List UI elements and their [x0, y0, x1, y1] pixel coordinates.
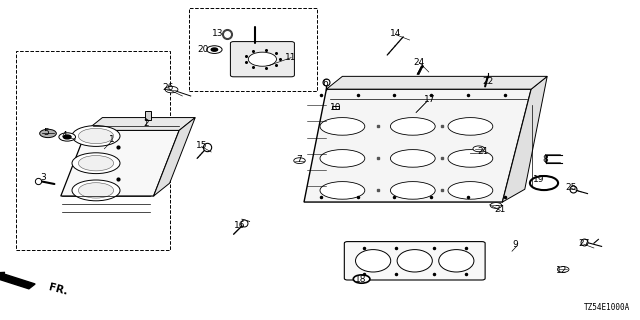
Circle shape: [557, 267, 569, 272]
Ellipse shape: [320, 181, 365, 199]
Polygon shape: [304, 89, 531, 202]
Text: 1: 1: [109, 135, 115, 144]
Text: 5: 5: [44, 128, 49, 137]
Text: 13: 13: [212, 29, 223, 38]
Polygon shape: [502, 76, 547, 202]
Ellipse shape: [79, 183, 114, 198]
Ellipse shape: [72, 180, 120, 201]
Text: 26: 26: [162, 84, 173, 92]
Polygon shape: [86, 117, 195, 130]
Ellipse shape: [356, 250, 390, 272]
FancyBboxPatch shape: [344, 242, 485, 280]
Text: 2: 2: [143, 119, 148, 128]
Polygon shape: [326, 76, 547, 89]
Circle shape: [63, 135, 71, 139]
Text: 27: 27: [578, 239, 589, 248]
Ellipse shape: [72, 125, 120, 147]
Text: 6: 6: [323, 79, 328, 88]
Bar: [332, 106, 339, 109]
Circle shape: [59, 133, 76, 141]
Text: 19: 19: [533, 175, 545, 184]
Circle shape: [165, 86, 178, 93]
Ellipse shape: [448, 149, 493, 167]
Text: 21: 21: [477, 148, 489, 156]
Text: 20: 20: [198, 45, 209, 54]
Ellipse shape: [79, 156, 114, 171]
Text: FR.: FR.: [47, 282, 68, 297]
Ellipse shape: [320, 117, 365, 135]
Text: 14: 14: [390, 29, 401, 38]
Text: 17: 17: [424, 95, 436, 104]
Bar: [16, 51, 170, 250]
Circle shape: [248, 52, 276, 66]
Circle shape: [211, 48, 218, 51]
Text: 21: 21: [495, 205, 506, 214]
Ellipse shape: [390, 117, 435, 135]
Text: 24: 24: [413, 58, 425, 67]
Polygon shape: [154, 117, 195, 196]
Circle shape: [294, 158, 305, 164]
Text: TZ54E1000A: TZ54E1000A: [584, 303, 630, 312]
Ellipse shape: [448, 181, 493, 199]
Circle shape: [40, 129, 56, 138]
Ellipse shape: [390, 181, 435, 199]
Text: 11: 11: [285, 53, 297, 62]
Ellipse shape: [320, 149, 365, 167]
Ellipse shape: [448, 117, 493, 135]
Text: 3: 3: [41, 173, 46, 182]
Circle shape: [207, 46, 222, 53]
Polygon shape: [61, 130, 179, 196]
FancyBboxPatch shape: [230, 42, 294, 77]
Circle shape: [353, 275, 370, 283]
Ellipse shape: [439, 250, 474, 272]
Text: 10: 10: [330, 103, 342, 112]
FancyArrow shape: [0, 272, 35, 289]
Text: 12: 12: [556, 266, 568, 275]
Text: 18: 18: [355, 276, 366, 284]
Bar: [189, 8, 317, 91]
Text: 4: 4: [61, 132, 67, 140]
Text: 16: 16: [234, 221, 246, 230]
Text: 22: 22: [482, 77, 493, 86]
Circle shape: [490, 203, 502, 208]
Circle shape: [473, 146, 484, 152]
Text: 15: 15: [196, 141, 207, 150]
Bar: [145, 111, 151, 120]
Ellipse shape: [390, 149, 435, 167]
Text: 9: 9: [513, 240, 518, 249]
Text: 8: 8: [543, 156, 548, 164]
Text: 25: 25: [565, 183, 577, 192]
Ellipse shape: [79, 128, 114, 144]
Ellipse shape: [397, 250, 433, 272]
Text: 7: 7: [297, 156, 302, 164]
Ellipse shape: [72, 153, 120, 173]
